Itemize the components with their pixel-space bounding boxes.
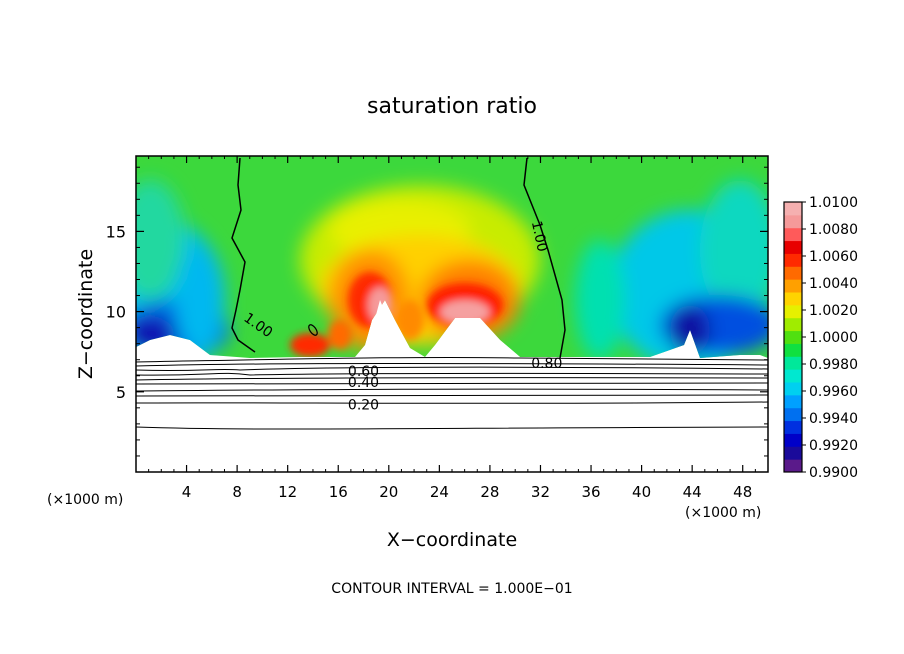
contour-line-1.00-right	[523, 157, 566, 359]
x-tick-label: 16	[329, 483, 348, 501]
contour-label: 0.80	[531, 356, 562, 372]
x-tick-label: 32	[531, 483, 550, 501]
x-tick-label: 4	[182, 483, 192, 501]
colorbar-label: 1.0060	[809, 249, 858, 265]
x-tick-label: 24	[430, 483, 449, 501]
x-tick-label: 20	[379, 483, 398, 501]
colorbar-label: 0.9980	[809, 357, 858, 373]
x-unit-left: (×1000 m)	[47, 492, 123, 508]
colorbar-swatch	[784, 304, 802, 319]
colorbar-frame	[783, 201, 803, 473]
colorbar-swatch	[784, 356, 802, 370]
y-tick-label: 5	[116, 383, 126, 402]
colorbar-swatch	[784, 343, 802, 357]
colorbar-swatch	[784, 433, 802, 447]
x-tick-label: 8	[232, 483, 242, 501]
colorbar-label: 1.0040	[809, 276, 858, 292]
colorbar-swatch	[784, 407, 802, 422]
contour-label: 0.40	[348, 375, 379, 391]
x-axis-label: X−coordinate	[387, 529, 517, 551]
colorbar-label: 1.0020	[809, 303, 858, 319]
colorbar-swatch	[784, 279, 802, 293]
colorbar-label: 0.9940	[809, 411, 858, 427]
y-tick-label: 10	[106, 303, 126, 322]
y-axis: 5 10 15	[106, 166, 768, 457]
colorbar-swatch	[784, 253, 802, 267]
colorbar-swatch	[784, 446, 802, 460]
colorbar-label: 0.9900	[809, 465, 858, 481]
colorbar-swatch	[784, 330, 802, 344]
colorbar-swatch	[784, 459, 802, 473]
x-tick-label: 40	[632, 483, 651, 501]
contour-label: 0.20	[348, 398, 379, 414]
colorbar-swatch	[784, 227, 802, 242]
colorbar-swatch	[784, 240, 802, 254]
colorbar-label: 0.9960	[809, 384, 858, 400]
y-tick-label: 15	[106, 222, 126, 241]
x-axis: 4 8 12 16 20 24 28 32 36 40 44 48	[148, 156, 756, 501]
colorbar-swatch	[784, 420, 802, 434]
x-tick-label: 44	[683, 483, 702, 501]
lower-contours	[135, 356, 769, 430]
x-tick-label: 36	[581, 483, 600, 501]
x-tick-label: 28	[480, 483, 499, 501]
contour-loop	[308, 324, 318, 336]
chart-title: saturation ratio	[367, 94, 537, 119]
colorbar-swatch	[784, 317, 802, 332]
contour-line-1.00-left	[231, 157, 256, 353]
terrain-white-area	[365, 300, 520, 357]
colorbar-swatch	[784, 292, 802, 306]
colorbar-labels: 1.0100 1.0080 1.0060 1.0040 1.0020 1.0000 0.99…	[802, 195, 858, 481]
colorbar-swatch	[784, 266, 802, 280]
colorbar	[784, 202, 802, 473]
colorbar-swatch	[784, 202, 802, 216]
colorbar-label: 1.0080	[809, 222, 858, 238]
colorbar-label: 1.0000	[809, 330, 858, 346]
colorbar-swatch	[784, 369, 802, 383]
x-tick-label: 48	[733, 483, 752, 501]
y-axis-label: Z−coordinate	[75, 249, 97, 379]
colorbar-swatch	[784, 214, 802, 229]
contour-label: 0.60	[348, 364, 379, 380]
x-tick-label: 12	[278, 483, 297, 501]
colorbar-label: 1.0100	[809, 195, 858, 211]
x-unit-right: (×1000 m)	[685, 505, 761, 521]
colorbar-swatch	[784, 394, 802, 409]
contour-labels: 1.001.000.800.600.400.20	[241, 219, 563, 414]
colorbar-label: 0.9920	[809, 438, 858, 454]
colorbar-swatch	[784, 382, 802, 396]
contour-interval-note: CONTOUR INTERVAL = 1.000E−01	[331, 581, 572, 597]
contour-label: 1.00	[528, 219, 550, 253]
